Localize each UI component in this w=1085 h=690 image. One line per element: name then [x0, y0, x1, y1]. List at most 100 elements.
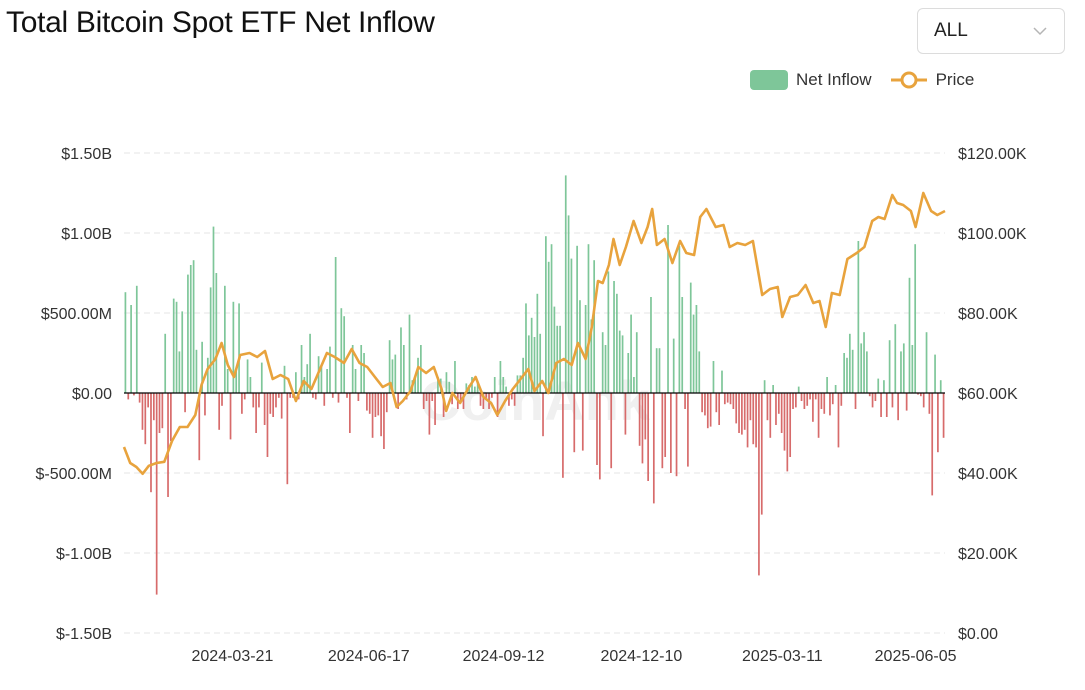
inflow-bar — [499, 361, 502, 393]
inflow-bar — [178, 351, 181, 393]
inflow-bar — [922, 393, 925, 408]
y-right-tick-label: $100.00K — [958, 226, 1027, 243]
inflow-bar — [672, 338, 675, 393]
x-tick-label: 2024-12-10 — [600, 648, 682, 665]
inflow-bar — [704, 393, 706, 416]
inflow-bar — [238, 303, 240, 393]
inflow-bar — [172, 298, 175, 393]
inflow-bar — [283, 365, 286, 393]
legend-item-net-inflow[interactable]: Net Inflow — [750, 70, 872, 90]
inflow-bar — [189, 265, 192, 393]
inflow-bar — [741, 393, 743, 435]
inflow-bar — [195, 349, 198, 393]
inflow-bar — [567, 215, 570, 393]
inflow-bar — [670, 393, 672, 473]
inflow-bar — [462, 393, 465, 409]
inflow-bar — [138, 393, 141, 403]
x-tick-label: 2024-03-21 — [192, 648, 274, 665]
x-tick-label: 2024-06-17 — [328, 648, 410, 665]
inflow-bar — [661, 393, 664, 469]
inflow-bar — [644, 393, 647, 440]
inflow-bar — [564, 175, 567, 393]
inflow-bar — [147, 393, 149, 408]
inflow-bar — [826, 377, 828, 393]
inflow-bar — [272, 393, 274, 417]
y-left-tick-label: $-500.00M — [36, 466, 113, 483]
inflow-bar — [891, 393, 894, 408]
inflow-bar — [885, 393, 888, 417]
inflow-bar — [840, 393, 843, 406]
inflow-bar — [777, 393, 780, 414]
inflow-bar — [800, 393, 803, 401]
inflow-bar — [539, 333, 542, 393]
inflow-bar — [201, 341, 203, 393]
inflow-bar — [723, 393, 726, 405]
inflow-bar — [445, 372, 448, 393]
inflow-bar — [383, 393, 385, 449]
range-select-value: ALL — [934, 20, 968, 41]
inflow-bar — [857, 241, 860, 393]
inflow-bar — [232, 301, 235, 393]
y-right-tick-label: $40.00K — [958, 466, 1018, 483]
inflow-bar — [772, 385, 774, 393]
inflow-bar — [755, 393, 757, 448]
inflow-bar — [743, 393, 746, 430]
inflow-bar — [150, 393, 152, 493]
legend-item-price[interactable]: Price — [890, 70, 975, 90]
inflow-bar — [422, 393, 425, 409]
y-left-tick-label: $1.00B — [61, 226, 112, 243]
inflow-bar — [496, 393, 499, 417]
inflow-bar — [348, 393, 351, 433]
inflow-bar — [326, 369, 328, 393]
inflow-bar — [627, 353, 630, 393]
inflow-bar — [320, 365, 323, 393]
inflow-bar — [897, 393, 899, 421]
inflow-bar — [431, 393, 434, 401]
inflow-bar — [491, 393, 493, 398]
inflow-bar — [860, 343, 863, 393]
inflow-bar — [545, 236, 547, 393]
legend: Net Inflow Price — [750, 70, 974, 90]
inflow-bar — [459, 393, 462, 403]
inflow-bar — [576, 245, 578, 393]
inflow-bar — [746, 393, 749, 448]
inflow-bar — [783, 393, 786, 451]
inflow-bar — [809, 393, 811, 400]
inflow-bar — [701, 393, 703, 413]
inflow-bar — [295, 372, 297, 393]
inflow-bar — [911, 345, 914, 393]
inflow-bar — [712, 361, 715, 393]
inflow-bar — [417, 357, 419, 393]
inflow-bar — [633, 377, 635, 393]
inflow-bar — [334, 257, 337, 393]
inflow-bar — [374, 393, 377, 417]
range-select[interactable]: ALL — [917, 8, 1065, 54]
inflow-bar — [260, 362, 263, 393]
inflow-bar — [900, 351, 902, 393]
inflow-bar — [559, 325, 561, 393]
inflow-bar — [223, 285, 226, 393]
inflow-bar — [397, 393, 399, 409]
inflow-bar — [394, 354, 397, 393]
inflow-bar — [581, 393, 584, 451]
inflow-bar — [366, 393, 368, 411]
inflow-bar — [167, 393, 169, 497]
inflow-bar — [249, 377, 252, 393]
inflow-bar — [817, 393, 820, 438]
inflow-bar — [942, 393, 945, 438]
inflow-bar — [587, 244, 590, 393]
inflow-bar — [331, 393, 334, 398]
y-right-tick-label: $120.00K — [958, 146, 1027, 163]
inflow-bar — [542, 393, 544, 437]
inflow-bar — [513, 393, 516, 406]
inflow-bar — [848, 333, 851, 393]
inflow-bar — [127, 393, 130, 400]
inflow-bar — [917, 393, 919, 395]
inflow-bar — [851, 349, 854, 393]
inflow-bar — [732, 393, 735, 409]
inflow-bar — [343, 316, 346, 393]
inflow-bar — [797, 386, 800, 393]
legend-label-price: Price — [935, 70, 975, 89]
inflow-bar — [354, 369, 357, 393]
inflow-bar — [357, 393, 360, 401]
